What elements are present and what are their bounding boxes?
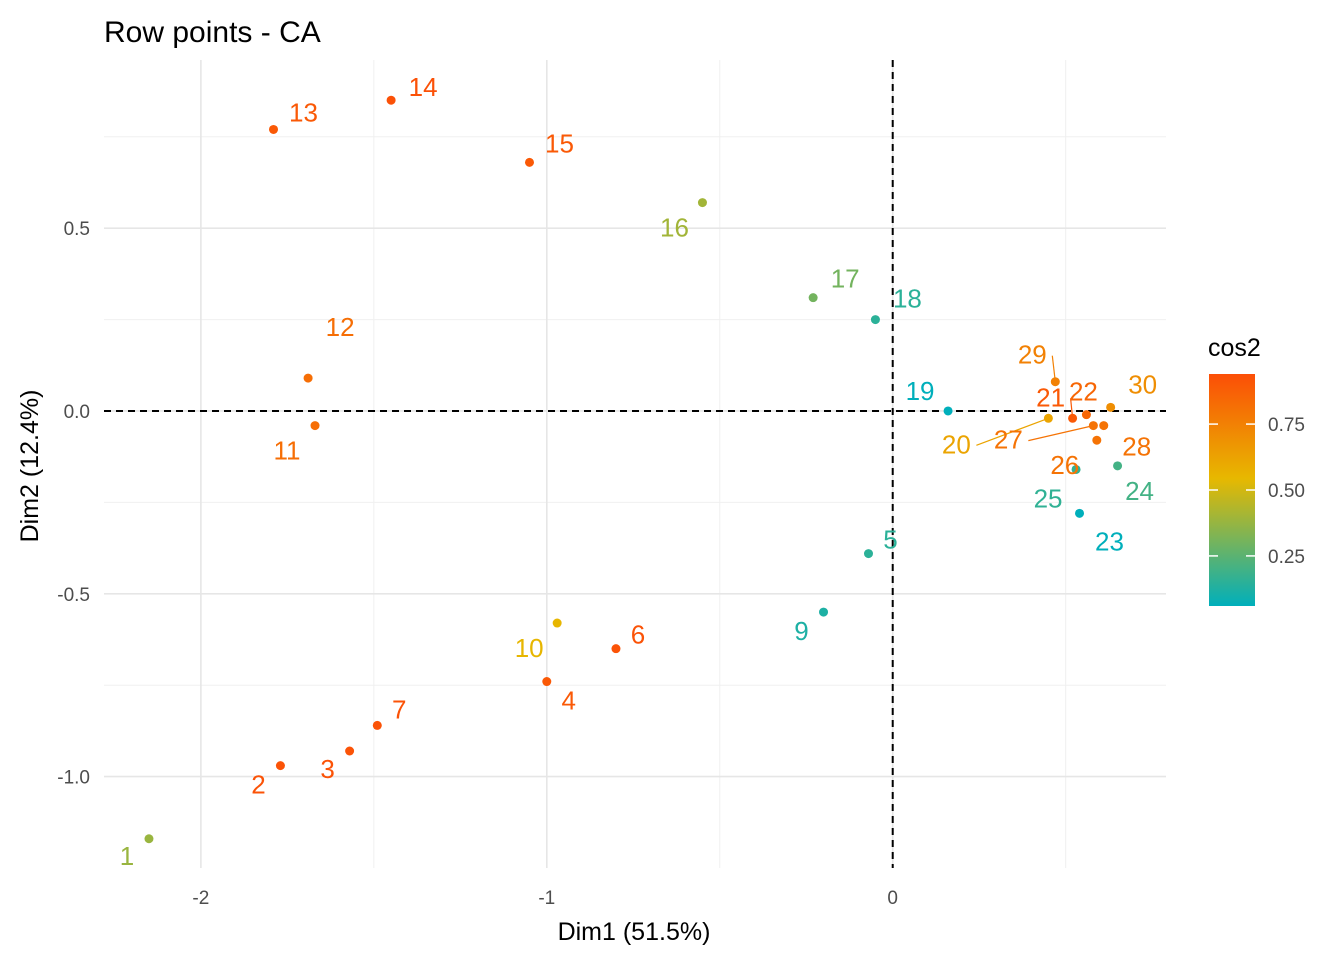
- data-point: [1075, 508, 1085, 518]
- data-point: [1068, 413, 1078, 423]
- data-point: [808, 293, 818, 303]
- chart-title: Row points - CA: [104, 16, 321, 49]
- point-label: 23: [1095, 526, 1124, 556]
- x-tick-label: -2: [192, 888, 209, 909]
- data-point: [1113, 461, 1123, 471]
- point-label: 29: [1018, 340, 1047, 370]
- legend-title: cos2: [1208, 334, 1261, 362]
- data-point: [1081, 410, 1091, 420]
- reference-lines: [104, 60, 1166, 868]
- label-connector: [1028, 425, 1094, 442]
- y-tick-label: -1.0: [57, 768, 90, 789]
- point-label: 2: [251, 770, 265, 800]
- point-label: 17: [831, 264, 860, 294]
- y-axis-title: Dim2 (12.4%): [16, 390, 44, 543]
- point-label: 14: [409, 72, 438, 102]
- data-point: [1088, 421, 1098, 431]
- data-points: [144, 95, 1123, 844]
- point-label: 10: [515, 633, 544, 663]
- point-label: 19: [906, 376, 935, 406]
- data-point: [611, 644, 621, 654]
- y-tick-label: -0.5: [57, 585, 90, 606]
- legend: cos2 0.75 0.50 0.25: [1208, 334, 1305, 606]
- y-tick-label: 0.0: [64, 402, 90, 423]
- point-label: 1: [120, 841, 134, 871]
- x-axis-ticks: -2 -1 0: [192, 888, 898, 909]
- point-label: 24: [1125, 476, 1154, 506]
- point-label: 4: [562, 686, 576, 716]
- y-tick-label: 0.5: [64, 219, 90, 240]
- point-label: 16: [660, 213, 689, 243]
- point-label: 25: [1034, 483, 1063, 513]
- point-label: 5: [883, 525, 897, 555]
- data-point: [943, 406, 953, 416]
- data-point: [697, 198, 707, 208]
- point-label: 26: [1050, 450, 1079, 480]
- point-label: 11: [274, 436, 301, 466]
- data-point: [870, 315, 880, 325]
- data-point: [275, 761, 285, 771]
- legend-ticks: 0.75 0.50 0.25: [1209, 415, 1305, 568]
- x-tick-label: -1: [538, 888, 555, 909]
- data-point: [372, 720, 382, 730]
- legend-tick-label: 0.75: [1268, 415, 1305, 436]
- data-point: [310, 421, 320, 431]
- point-label: 20: [942, 429, 971, 459]
- y-axis-ticks: 0.5 0.0 -0.5 -1.0: [57, 219, 90, 788]
- point-label: 27: [994, 425, 1023, 455]
- data-point: [144, 834, 154, 844]
- point-label: 12: [326, 312, 355, 342]
- point-label: 30: [1128, 369, 1157, 399]
- data-point: [386, 95, 396, 105]
- point-label: 22: [1069, 377, 1098, 407]
- point-label: 15: [545, 128, 574, 158]
- point-label: 9: [794, 616, 808, 646]
- point-label: 13: [289, 97, 318, 127]
- data-point: [303, 373, 313, 383]
- data-point: [1050, 377, 1060, 387]
- data-point: [819, 607, 829, 617]
- x-axis-title: Dim1 (51.5%): [558, 918, 711, 946]
- point-label: 7: [392, 694, 406, 724]
- data-point: [345, 746, 355, 756]
- legend-tick-label: 0.50: [1268, 481, 1305, 502]
- legend-tick-label: 0.25: [1268, 547, 1305, 568]
- data-point: [1071, 464, 1081, 474]
- point-label: 3: [320, 754, 334, 784]
- data-point: [1092, 435, 1102, 445]
- data-point: [542, 677, 552, 687]
- point-label: 28: [1122, 432, 1151, 462]
- x-tick-label: 0: [887, 888, 898, 909]
- label-connector: [976, 417, 1049, 446]
- data-point: [524, 157, 534, 167]
- data-point: [552, 618, 562, 628]
- data-point: [1099, 421, 1109, 431]
- data-point: [1043, 413, 1053, 423]
- point-label: 21: [1036, 382, 1065, 412]
- point-label: 18: [893, 284, 922, 314]
- data-point: [864, 549, 874, 559]
- point-label: 6: [631, 620, 645, 650]
- grid-lines: [104, 60, 1166, 868]
- data-point: [269, 124, 279, 134]
- data-point: [1106, 402, 1116, 412]
